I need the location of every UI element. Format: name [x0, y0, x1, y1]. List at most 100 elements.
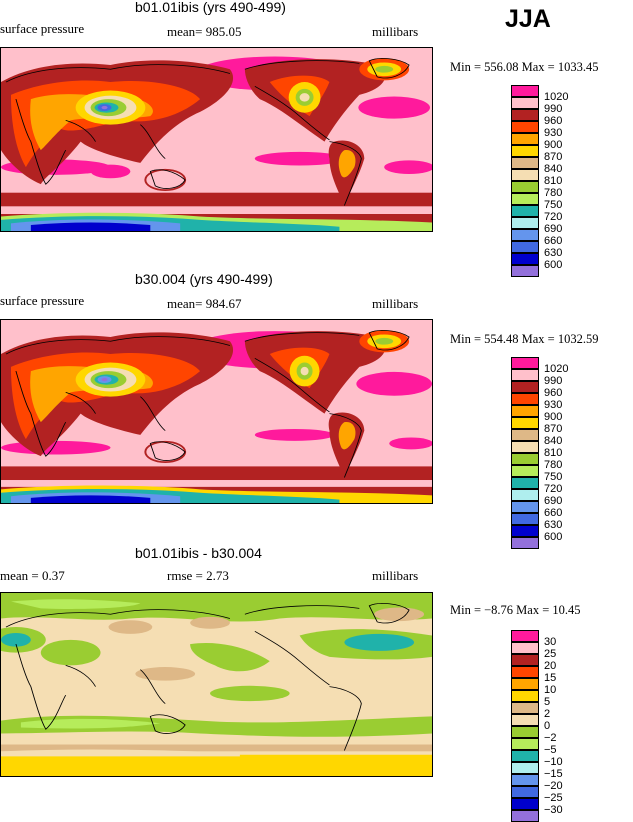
panel-1-legend-label: 810 — [544, 175, 563, 187]
panel-3-map — [0, 592, 433, 777]
panel-3-mean: mean = 0.37 — [0, 568, 65, 583]
panel-2-minmax: Min = 554.48 Max = 1032.59 — [450, 332, 599, 346]
panel-1-mean: mean= 985.05 — [167, 24, 242, 39]
panel-3-legend-swatch — [511, 726, 539, 738]
panel-2-map-svg — [1, 320, 432, 503]
panel-3-legend-label: 5 — [544, 696, 551, 708]
panel-2-legend-swatch — [511, 369, 539, 381]
panel-2-legend-label: 930 — [544, 399, 563, 411]
panel-1-minmax: Min = 556.08 Max = 1033.45 — [450, 60, 599, 74]
panel-2-legend-label: 750 — [544, 471, 563, 483]
panel-1-legend-swatch — [511, 193, 539, 205]
panel-2-legend-label: 990 — [544, 375, 563, 387]
panel-2-legend-swatch — [511, 393, 539, 405]
panel-2-legend-swatch — [511, 405, 539, 417]
panel-3-legend-label: −10 — [544, 756, 563, 768]
panel-1-legend-swatch — [511, 241, 539, 253]
panel-3-map-svg — [1, 593, 432, 776]
panel-2-legend-label: 840 — [544, 435, 563, 447]
panel-1-legend-label: 750 — [544, 199, 563, 211]
panel-2-legend-swatch — [511, 537, 539, 549]
panel-1-legend-swatch — [511, 145, 539, 157]
panel-1-legend-label: 870 — [544, 151, 563, 163]
panel-2-legend-swatch — [511, 441, 539, 453]
panel-3-legend-label: 30 — [544, 636, 557, 648]
panel-3-legend-swatch — [511, 714, 539, 726]
season-label: JJA — [505, 5, 551, 33]
panel-1-legend-label: 930 — [544, 127, 563, 139]
panel-1-legend-swatch — [511, 229, 539, 241]
panel-3-legend-swatch — [511, 750, 539, 762]
panel-2-legend-label: 690 — [544, 495, 563, 507]
panel-2-legend-label: 900 — [544, 411, 563, 423]
panel-2-legend-label: 780 — [544, 459, 563, 471]
panel-1-legend-label: 960 — [544, 115, 563, 127]
panel-3-legend-swatch — [511, 774, 539, 786]
panel-2-title: b30.004 (yrs 490-499) — [135, 271, 273, 287]
panel-1-legend-swatch — [511, 97, 539, 109]
panel-2-map — [0, 319, 433, 504]
panel-1-legend-label: 840 — [544, 163, 563, 175]
panel-3-legend-swatch — [511, 702, 539, 714]
panel-1-legend-swatch — [511, 205, 539, 217]
panel-3-rmse: rmse = 2.73 — [167, 568, 229, 583]
panel-3-legend-label: 2 — [544, 708, 551, 720]
panel-3-title: b01.01ibis - b30.004 — [135, 545, 262, 561]
panel-1-title: b01.01ibis (yrs 490-499) — [135, 0, 286, 15]
panel-2-legend-label: 660 — [544, 507, 563, 519]
panel-2-units: millibars — [372, 296, 419, 311]
panel-1-map — [0, 47, 433, 232]
panel-3-legend-label: 15 — [544, 672, 557, 684]
panel-2-legend-swatch — [511, 429, 539, 441]
panel-1-legend-label: 900 — [544, 139, 563, 151]
panel-3-legend-swatch — [511, 738, 539, 750]
panel-1-legend-label: 660 — [544, 235, 563, 247]
panel-2-legend-swatch — [511, 381, 539, 393]
panel-2-legend-label: 1020 — [544, 363, 569, 375]
panel-1-legend-swatch — [511, 217, 539, 229]
panel-2-legend-swatch — [511, 501, 539, 513]
panel-3-units: millibars — [372, 568, 419, 583]
panel-1-legend-swatch — [511, 109, 539, 121]
panel-1-legend-swatch — [511, 181, 539, 193]
panel-3-legend-label: 20 — [544, 660, 557, 672]
panel-3-legend-swatch — [511, 678, 539, 690]
panel-2-legend-label: 870 — [544, 423, 563, 435]
panel-3-legend-label: −5 — [544, 744, 557, 756]
panel-1-legend-swatch — [511, 169, 539, 181]
panel-2-legend-label: 960 — [544, 387, 563, 399]
panel-1-legend-swatch — [511, 157, 539, 169]
panel-3-legend-swatch — [511, 690, 539, 702]
panel-3-legend-label: −2 — [544, 732, 557, 744]
panel-1-legend-label: 690 — [544, 223, 563, 235]
panel-1-legend-swatch — [511, 265, 539, 277]
panel-3-legend-label: 10 — [544, 684, 557, 696]
panel-3-legend-label: 25 — [544, 648, 557, 660]
panel-2-legend-swatch — [511, 453, 539, 465]
panel-1-legend-label: 1020 — [544, 91, 569, 103]
panel-3-legend-swatch — [511, 666, 539, 678]
panel-3-legend-label: −20 — [544, 780, 563, 792]
panel-2-legend-swatch — [511, 477, 539, 489]
panel-2-legend-swatch — [511, 513, 539, 525]
panel-1-legend-swatch — [511, 253, 539, 265]
panel-2-legend-label: 630 — [544, 519, 563, 531]
panel-2-field-label: surface pressure — [0, 293, 85, 308]
panel-3-legend-swatch — [511, 642, 539, 654]
panel-1-legend-label: 780 — [544, 187, 563, 199]
panel-2-legend-label: 600 — [544, 531, 563, 543]
panel-2-legend-swatch — [511, 525, 539, 537]
panel-2-legend-label: 810 — [544, 447, 563, 459]
panel-1-legend-swatch — [511, 121, 539, 133]
panel-1-legend-label: 990 — [544, 103, 563, 115]
panel-3-legend-swatch — [511, 798, 539, 810]
panel-3-minmax: Min = −8.76 Max = 10.45 — [450, 603, 581, 617]
panel-3-legend-label: −30 — [544, 804, 563, 816]
panel-1-units: millibars — [372, 24, 419, 39]
panel-1-legend-swatch — [511, 133, 539, 145]
panel-1-legend-label: 720 — [544, 211, 563, 223]
panel-2-legend-swatch — [511, 489, 539, 501]
panel-1-map-svg — [1, 48, 432, 231]
panel-3-legend-label: −15 — [544, 768, 563, 780]
panel-1-legend-label: 600 — [544, 259, 563, 271]
